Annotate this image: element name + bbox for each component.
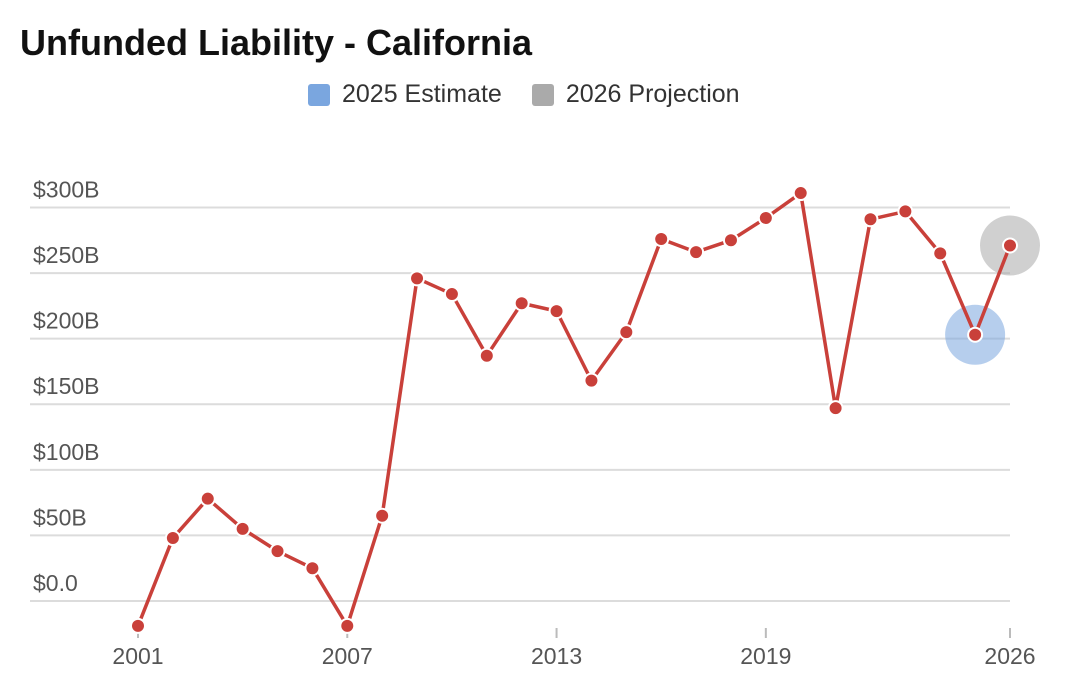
data-point-2020[interactable] (792, 185, 809, 202)
y-axis-labels: $0.0 $50B $100B $150B $200B $250B $300B (33, 176, 100, 596)
data-point-2014[interactable] (583, 372, 600, 389)
y-tick-label: $50B (33, 504, 87, 530)
data-point-2007[interactable] (339, 617, 356, 634)
data-point-2001[interactable] (130, 617, 146, 634)
x-axis: 2001 2007 2013 2019 2026 (112, 628, 1036, 669)
data-point-2010[interactable] (443, 286, 460, 303)
data-point-2009[interactable] (409, 270, 426, 287)
data-point-2021[interactable] (827, 400, 844, 417)
data-point-2008[interactable] (374, 507, 391, 524)
legend-item-2025-estimate[interactable]: 2025 Estimate (308, 80, 502, 109)
y-tick-label: $0.0 (33, 570, 78, 596)
legend-swatch-2026-projection (531, 83, 554, 106)
grid-layer (30, 206, 1010, 602)
data-point-2003[interactable] (199, 490, 216, 507)
points-layer (130, 185, 1018, 634)
data-point-2016[interactable] (653, 230, 670, 247)
data-point-2026[interactable] (1002, 237, 1018, 254)
legend-swatch-2025-estimate (308, 83, 330, 106)
legend-item-2026-projection[interactable]: 2026 Projection (531, 80, 740, 109)
series-line (136, 191, 1012, 628)
x-tick-label: 2013 (531, 643, 582, 669)
data-point-2015[interactable] (618, 324, 635, 341)
y-tick-label: $150B (33, 373, 100, 399)
x-tick-label: 2007 (322, 643, 373, 669)
legend-label-2025-estimate: 2025 Estimate (342, 80, 502, 108)
data-point-2025[interactable] (967, 326, 984, 343)
y-tick-label: $200B (33, 308, 100, 334)
y-tick-label: $100B (33, 439, 100, 465)
data-point-2013[interactable] (548, 303, 565, 320)
data-point-2006[interactable] (304, 560, 321, 577)
data-point-2024[interactable] (932, 245, 949, 262)
x-tick-label: 2019 (740, 643, 791, 669)
x-tick-label: 2001 (112, 643, 163, 669)
legend: 2025 Estimate 2026 Projection (308, 80, 740, 109)
chart-title: Unfunded Liability - California (20, 22, 532, 63)
series-layer (136, 191, 1012, 628)
x-tick-label: 2026 (984, 643, 1035, 669)
data-point-2019[interactable] (757, 209, 774, 226)
y-tick-label: $300B (33, 176, 100, 202)
data-point-2005[interactable] (269, 543, 286, 560)
legend-label-2026-projection: 2026 Projection (565, 80, 740, 108)
data-point-2004[interactable] (234, 520, 251, 537)
data-point-2022[interactable] (862, 211, 879, 228)
data-point-2011[interactable] (478, 347, 495, 364)
y-tick-label: $250B (33, 242, 100, 268)
data-point-2023[interactable] (897, 203, 914, 220)
data-point-2002[interactable] (164, 530, 181, 547)
data-point-2017[interactable] (688, 244, 705, 261)
data-point-2018[interactable] (722, 232, 739, 249)
data-point-2012[interactable] (513, 295, 530, 312)
